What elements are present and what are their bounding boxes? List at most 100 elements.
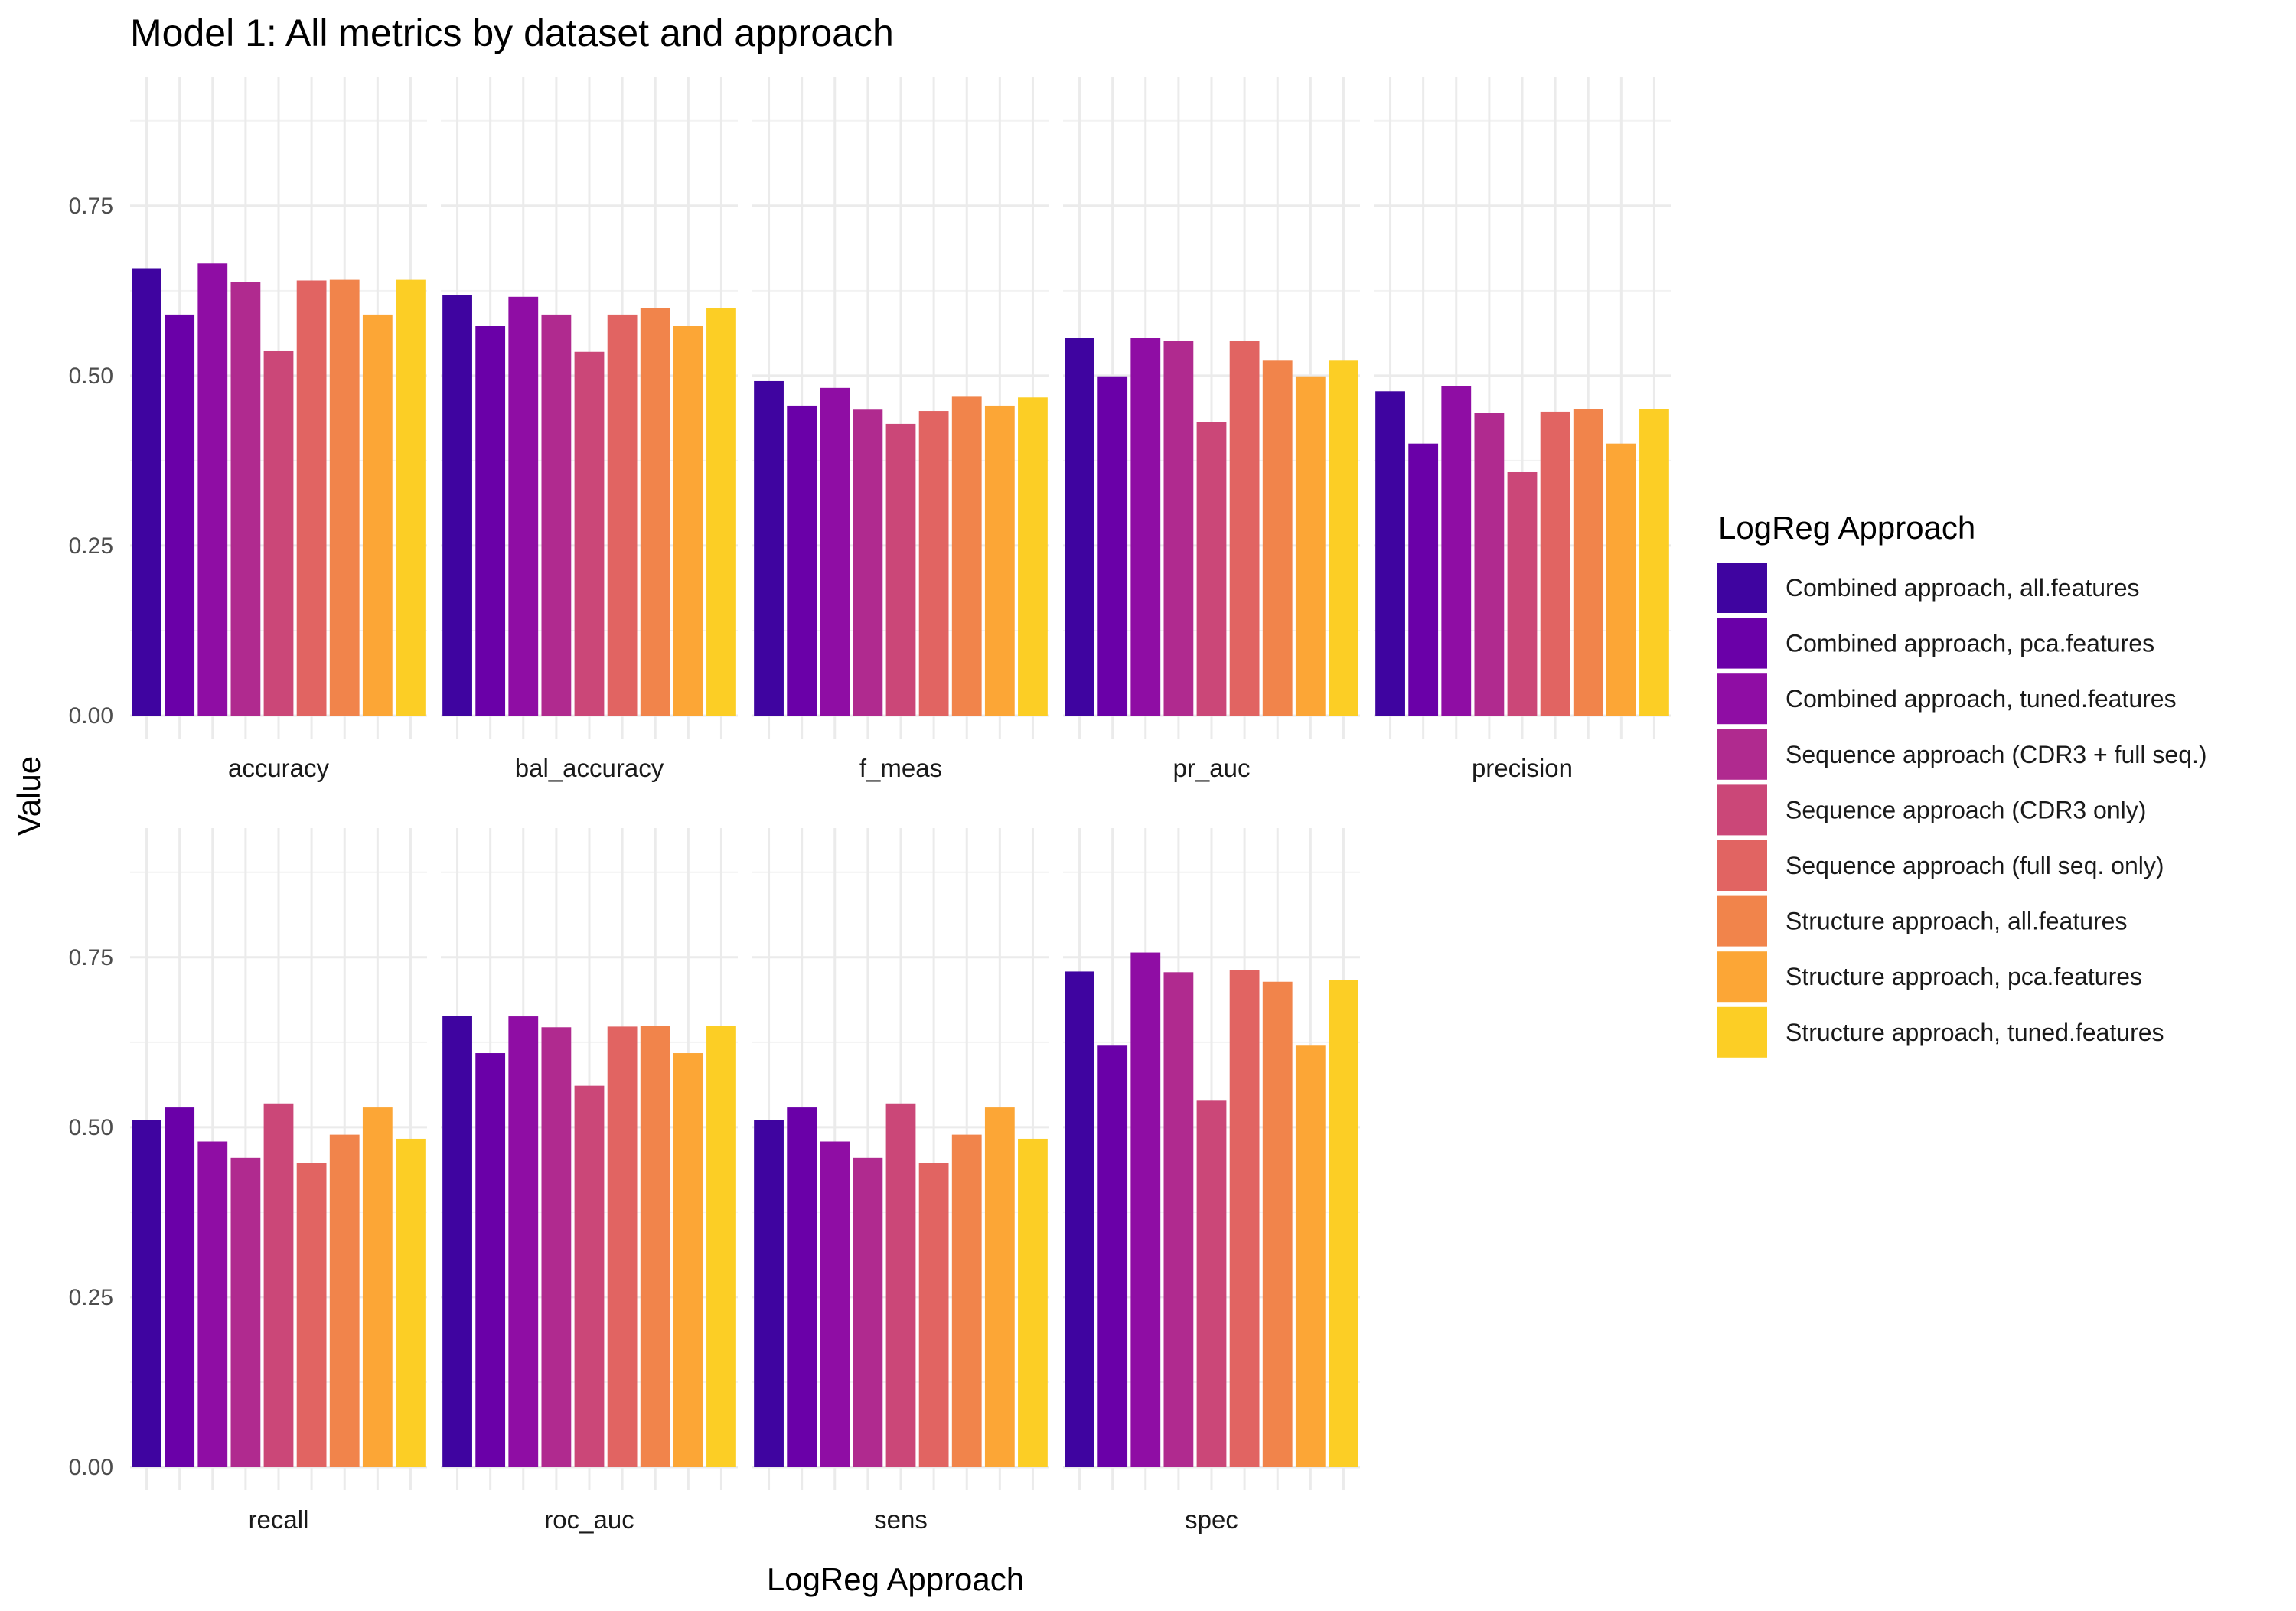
bar-precision-6 (1540, 411, 1570, 716)
facet-panel-recall: recall 0.00 0.25 0.50 0.75 (69, 828, 427, 1534)
legend-label-1: Combined approach, all.features (1786, 574, 2140, 602)
y-tick-label: 0.25 (69, 533, 113, 559)
facet-label-pr_auc: pr_auc (1173, 754, 1251, 782)
bar-bal_accuracy-5 (574, 351, 605, 716)
y-axis-title: Value (11, 756, 47, 836)
bar-sens-3 (820, 1141, 850, 1467)
bar-roc_auc-6 (607, 1026, 638, 1467)
bar-bal_accuracy-8 (673, 326, 703, 716)
legend-item-7: Structure approach, all.features (1717, 895, 2127, 947)
bar-pr_auc-2 (1097, 376, 1128, 716)
legend-item-5: Sequence approach (CDR3 only) (1717, 784, 2146, 836)
y-tick-label: 0.75 (69, 945, 113, 970)
facet-panel-accuracy: accuracy 0.00 0.25 0.50 0.75 (69, 77, 427, 782)
legend-label-5: Sequence approach (CDR3 only) (1786, 796, 2146, 823)
bar-spec-9 (1329, 980, 1358, 1467)
bar-spec-2 (1097, 1045, 1128, 1467)
legend-item-8: Structure approach, pca.features (1717, 951, 2142, 1003)
bar-roc_auc-4 (541, 1027, 572, 1467)
bar-recall-7 (329, 1134, 360, 1467)
bar-sens-6 (918, 1163, 949, 1467)
legend-label-8: Structure approach, pca.features (1786, 963, 2142, 990)
bar-pr_auc-3 (1130, 338, 1161, 716)
bar-spec-5 (1196, 1100, 1227, 1467)
legend-key-9 (1717, 1006, 1767, 1058)
facet-label-sens: sens (874, 1505, 928, 1534)
legend-label-4: Sequence approach (CDR3 + full seq.) (1786, 741, 2207, 768)
bar-bal_accuracy-3 (508, 296, 539, 716)
facet-panel-spec: spec (1063, 828, 1360, 1534)
bar-pr_auc-6 (1229, 341, 1260, 716)
y-tick-label: 0.25 (69, 1285, 113, 1310)
bar-pr_auc-4 (1163, 341, 1194, 716)
legend-item-4: Sequence approach (CDR3 + full seq.) (1717, 729, 2207, 780)
bar-spec-1 (1065, 971, 1094, 1467)
bar-roc_auc-1 (442, 1016, 472, 1467)
bar-f_meas-3 (820, 387, 850, 716)
bar-roc_auc-8 (673, 1053, 703, 1467)
bar-spec-6 (1229, 970, 1260, 1467)
bar-roc_auc-2 (475, 1053, 506, 1467)
legend-label-2: Combined approach, pca.features (1786, 630, 2154, 657)
facet-panel-pr_auc: pr_auc (1063, 77, 1360, 782)
bar-f_meas-1 (754, 380, 784, 716)
bar-recall-9 (396, 1138, 426, 1467)
bar-f_meas-2 (787, 405, 817, 716)
y-tick-label: 0.00 (69, 1455, 113, 1480)
legend-label-9: Structure approach, tuned.features (1786, 1019, 2164, 1046)
chart-title: Model 1: All metrics by dataset and appr… (130, 11, 894, 54)
bar-roc_auc-7 (640, 1026, 670, 1467)
facet-label-f_meas: f_meas (859, 754, 942, 782)
bar-pr_auc-1 (1065, 338, 1094, 716)
legend-item-6: Sequence approach (full seq. only) (1717, 840, 2164, 891)
bar-recall-4 (230, 1157, 261, 1467)
facet-panel-bal_accuracy: bal_accuracy (441, 77, 738, 782)
legend-item-2: Combined approach, pca.features (1717, 618, 2154, 669)
bar-recall-8 (362, 1107, 393, 1467)
legend-key-4 (1717, 729, 1767, 780)
bar-spec-4 (1163, 972, 1194, 1467)
facet-panels: accuracy 0.00 0.25 0.50 0.75 bal_accuracy f_me… (69, 77, 1671, 1534)
y-tick-label: 0.75 (69, 194, 113, 219)
bar-pr_auc-5 (1196, 422, 1227, 716)
y-tick-label: 0.00 (69, 703, 113, 729)
legend-item-3: Combined approach, tuned.features (1717, 673, 2177, 725)
y-tick-label: 0.50 (69, 364, 113, 389)
bar-sens-4 (853, 1157, 883, 1467)
bar-accuracy-6 (296, 280, 327, 716)
bar-f_meas-7 (951, 396, 982, 716)
legend-label-7: Structure approach, all.features (1786, 908, 2127, 935)
bar-accuracy-2 (165, 314, 195, 716)
bar-bal_accuracy-7 (640, 308, 670, 716)
bar-f_meas-6 (918, 411, 949, 716)
facet-panel-f_meas: f_meas (752, 77, 1049, 782)
bar-accuracy-1 (132, 268, 161, 716)
facet-label-bal_accuracy: bal_accuracy (515, 754, 664, 782)
bar-f_meas-5 (885, 423, 916, 716)
bar-sens-9 (1018, 1138, 1048, 1467)
facet-label-precision: precision (1472, 754, 1573, 782)
facet-panel-sens: sens (752, 828, 1049, 1534)
bar-bal_accuracy-2 (475, 326, 506, 716)
legend-label-3: Combined approach, tuned.features (1786, 685, 2177, 713)
bar-precision-3 (1441, 386, 1472, 716)
bar-precision-4 (1474, 413, 1505, 716)
bar-roc_auc-3 (508, 1016, 539, 1467)
legend-key-6 (1717, 840, 1767, 891)
bar-accuracy-9 (396, 279, 426, 716)
legend-key-8 (1717, 951, 1767, 1003)
bar-f_meas-4 (853, 409, 883, 716)
bar-bal_accuracy-6 (607, 314, 638, 716)
bar-spec-8 (1295, 1045, 1326, 1467)
legend-key-5 (1717, 784, 1767, 836)
legend-label-6: Sequence approach (full seq. only) (1786, 852, 2164, 879)
bar-sens-7 (951, 1134, 982, 1467)
bar-accuracy-8 (362, 314, 393, 716)
bar-roc_auc-5 (574, 1085, 605, 1467)
bar-sens-1 (754, 1120, 784, 1467)
bar-precision-7 (1573, 409, 1603, 716)
bar-sens-5 (885, 1103, 916, 1467)
bar-roc_auc-9 (706, 1026, 736, 1467)
